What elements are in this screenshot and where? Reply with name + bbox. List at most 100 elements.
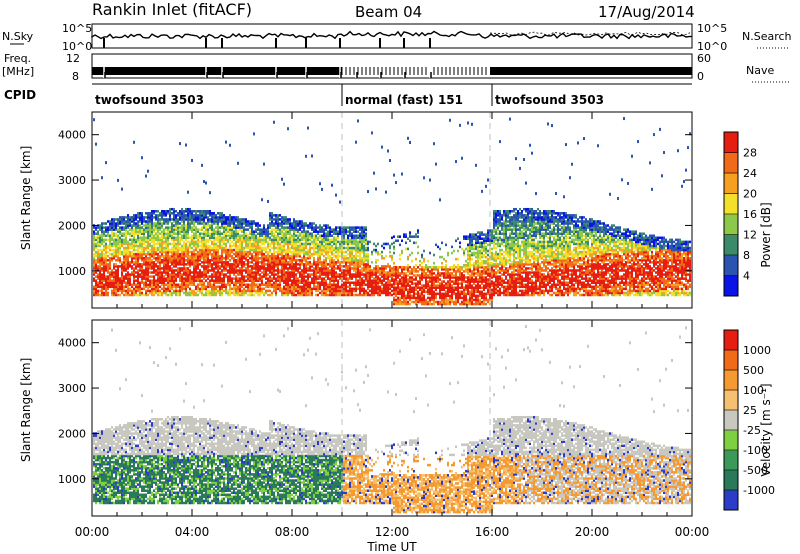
heatmap-cell bbox=[149, 212, 151, 215]
heatmap-cell bbox=[233, 289, 235, 293]
heatmap-cell bbox=[263, 275, 265, 278]
heatmap-cell bbox=[105, 291, 107, 295]
heatmap-cell bbox=[203, 283, 205, 287]
heatmap-cell bbox=[201, 261, 203, 264]
heatmap-cell bbox=[263, 228, 265, 231]
heatmap-cell bbox=[241, 250, 243, 254]
heatmap-cell bbox=[229, 252, 231, 256]
heatmap-cell bbox=[149, 291, 151, 295]
heatmap-cell bbox=[175, 228, 177, 231]
heatmap-cell bbox=[151, 250, 153, 254]
heatmap-cell bbox=[205, 242, 207, 246]
heatmap-cell bbox=[103, 226, 105, 229]
heatmap-cell bbox=[205, 271, 207, 274]
heatmap-cell bbox=[167, 271, 169, 274]
heatmap-cell bbox=[247, 271, 249, 274]
heatmap-cell bbox=[123, 275, 125, 278]
heatmap-cell bbox=[379, 277, 381, 280]
heatmap-cell bbox=[119, 287, 121, 291]
heatmap-cell bbox=[177, 273, 179, 276]
heatmap-cell bbox=[187, 246, 189, 250]
heatmap-cell bbox=[233, 291, 235, 295]
heatmap-cell bbox=[171, 252, 173, 256]
heatmap-cell bbox=[159, 240, 161, 244]
heatmap-cell bbox=[167, 273, 169, 276]
heatmap-cell bbox=[99, 242, 101, 246]
heatmap-cell bbox=[193, 277, 195, 280]
heatmap-cell bbox=[273, 228, 275, 231]
heatmap-cell bbox=[219, 216, 221, 219]
heatmap-cell bbox=[307, 230, 309, 233]
heatmap-cell bbox=[223, 242, 225, 246]
heatmap-cell bbox=[175, 285, 177, 289]
heatmap-cell bbox=[197, 293, 199, 297]
heatmap-cell bbox=[151, 281, 153, 284]
heatmap-cell bbox=[217, 224, 219, 227]
heatmap-cell bbox=[171, 271, 173, 274]
heatmap-cell bbox=[245, 220, 247, 223]
heatmap-cell bbox=[251, 256, 253, 260]
heatmap-cell bbox=[269, 267, 271, 270]
heatmap-cell bbox=[103, 222, 105, 225]
freq-tick-bottom: 8 bbox=[72, 70, 79, 83]
heatmap-cell bbox=[329, 254, 331, 258]
heatmap-cell bbox=[121, 232, 123, 235]
heatmap-cell bbox=[245, 218, 247, 221]
heatmap-cell bbox=[167, 285, 169, 289]
heatmap-cell bbox=[211, 269, 213, 272]
heatmap-cell bbox=[241, 275, 243, 278]
heatmap-cell bbox=[111, 224, 113, 227]
heatmap-cell bbox=[353, 226, 355, 229]
heatmap-cell bbox=[297, 263, 299, 266]
heatmap-cell bbox=[255, 228, 257, 231]
heatmap-cell bbox=[127, 248, 129, 252]
heatmap-cell bbox=[255, 248, 257, 252]
heatmap-cell bbox=[389, 244, 391, 248]
heatmap-cell bbox=[239, 293, 241, 297]
heatmap-cell bbox=[213, 287, 215, 291]
heatmap-cell bbox=[385, 265, 387, 268]
heatmap-cell bbox=[95, 246, 97, 250]
heatmap-cell bbox=[167, 252, 169, 256]
heatmap-cell bbox=[137, 256, 139, 260]
heatmap-cell bbox=[159, 232, 161, 235]
heatmap-cell bbox=[231, 236, 233, 240]
heatmap-cell bbox=[183, 226, 185, 229]
heatmap-cell bbox=[369, 265, 371, 268]
heatmap-cell bbox=[147, 293, 149, 297]
heatmap-cell bbox=[151, 271, 153, 274]
heatmap-cell bbox=[259, 236, 261, 240]
heatmap-cell bbox=[153, 287, 155, 291]
heatmap-cell bbox=[117, 240, 119, 244]
heatmap-cell bbox=[307, 273, 309, 276]
heatmap-cell bbox=[131, 267, 133, 270]
heatmap-cell bbox=[269, 279, 271, 282]
heatmap-cell bbox=[253, 283, 255, 287]
heatmap-cell bbox=[131, 283, 133, 287]
heatmap-cell bbox=[165, 226, 167, 229]
heatmap-cell bbox=[125, 281, 127, 284]
heatmap-cell bbox=[129, 254, 131, 258]
heatmap-cell bbox=[153, 250, 155, 254]
heatmap-scatter bbox=[389, 158, 391, 162]
heatmap-cell bbox=[239, 240, 241, 244]
heatmap-cell bbox=[413, 241, 415, 245]
heatmap-cell bbox=[209, 246, 211, 250]
heatmap-scatter bbox=[393, 173, 395, 177]
heatmap-cell bbox=[155, 285, 157, 289]
heatmap-cell bbox=[167, 234, 169, 238]
heatmap-cell bbox=[175, 248, 177, 252]
heatmap-cell bbox=[137, 230, 139, 233]
heatmap-cell bbox=[173, 250, 175, 254]
heatmap-cell bbox=[173, 265, 175, 268]
heatmap-cell bbox=[241, 236, 243, 240]
heatmap-cell bbox=[159, 285, 161, 289]
heatmap-cell bbox=[269, 289, 271, 293]
heatmap-cell bbox=[223, 220, 225, 223]
heatmap-cell bbox=[127, 218, 129, 221]
heatmap-cell bbox=[189, 210, 191, 213]
heatmap-cell bbox=[135, 289, 137, 293]
heatmap-cell bbox=[181, 238, 183, 242]
heatmap-cell bbox=[273, 289, 275, 293]
heatmap-cell bbox=[147, 283, 149, 287]
